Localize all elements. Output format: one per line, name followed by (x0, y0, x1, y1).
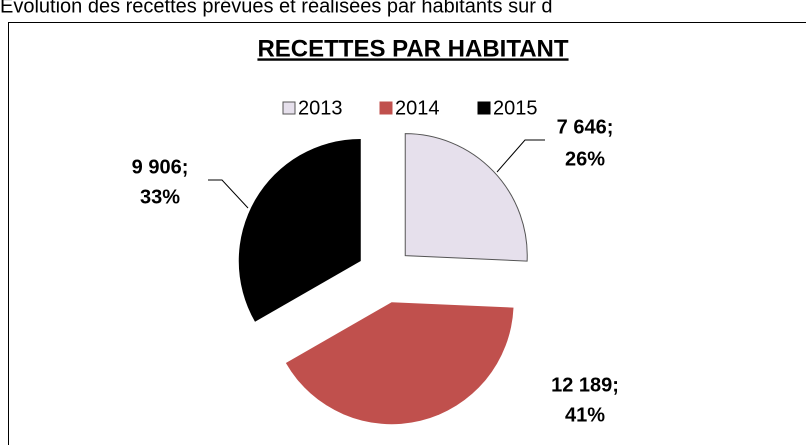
percent-label: 33% (140, 186, 180, 208)
percent-label: 41% (565, 404, 605, 426)
data-label: 7 646; (557, 116, 614, 138)
legend-label: 2015 (493, 97, 538, 119)
caption: Évolution des recettes prévues et réalis… (0, 0, 553, 17)
data-label: 12 189; (551, 374, 619, 396)
leader-line (496, 139, 545, 173)
legend-label: 2013 (298, 97, 343, 119)
pie-slice (404, 133, 528, 262)
legend-swatch (282, 101, 296, 115)
pie-slice (285, 302, 514, 425)
chart-title: RECETTES PAR HABITANT (257, 35, 568, 62)
legend-label: 2014 (395, 97, 440, 119)
legend-swatch (379, 101, 393, 115)
pie-slice (238, 138, 361, 322)
percent-label: 26% (565, 148, 605, 170)
chart-border (8, 22, 806, 445)
leader-line (208, 179, 249, 209)
data-label: 9 906; (132, 156, 189, 178)
legend-swatch (477, 101, 491, 115)
